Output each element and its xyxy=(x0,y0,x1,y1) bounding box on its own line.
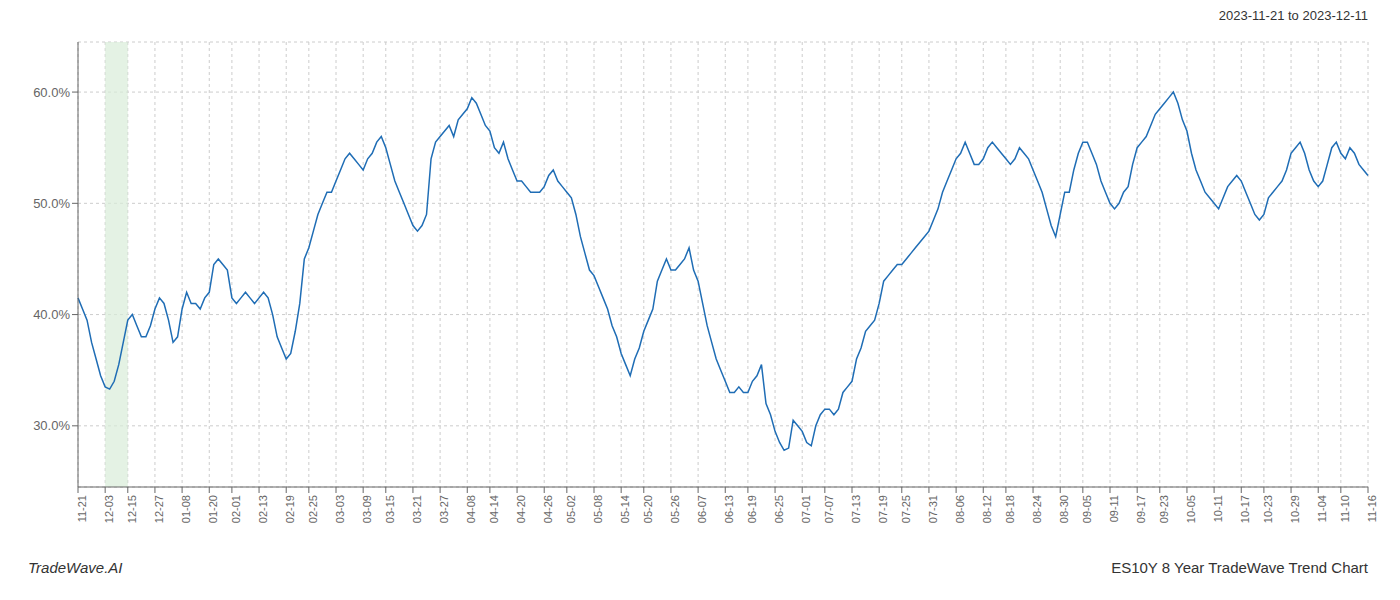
svg-text:02-19: 02-19 xyxy=(284,495,296,523)
svg-text:02-13: 02-13 xyxy=(257,495,269,523)
svg-text:07-25: 07-25 xyxy=(900,495,912,523)
svg-text:07-13: 07-13 xyxy=(850,495,862,523)
svg-text:10-17: 10-17 xyxy=(1239,495,1251,523)
html-text:2023-11-21 to 2023-12-11: 2023-11-21 to 2023-12-11 xyxy=(1218,8,1368,23)
svg-text:04-20: 04-20 xyxy=(515,495,527,523)
svg-text:03-21: 03-21 xyxy=(411,495,423,523)
svg-text:06-07: 06-07 xyxy=(696,495,708,523)
svg-text:10-29: 10-29 xyxy=(1289,495,1301,523)
svg-text:01-08: 01-08 xyxy=(180,495,192,523)
svg-text:11-04: 11-04 xyxy=(1316,495,1328,522)
svg-text:04-08: 04-08 xyxy=(465,495,477,523)
svg-text:05-08: 05-08 xyxy=(592,495,604,523)
svg-text:08-06: 08-06 xyxy=(954,495,966,523)
svg-text:03-27: 03-27 xyxy=(438,495,450,523)
svg-text:09-11: 09-11 xyxy=(1108,495,1120,522)
svg-text:09-17: 09-17 xyxy=(1135,495,1147,523)
svg-text:06-25: 06-25 xyxy=(773,495,785,523)
svg-text:10-23: 10-23 xyxy=(1262,495,1274,523)
svg-text:02-01: 02-01 xyxy=(230,495,242,523)
svg-text:10-05: 10-05 xyxy=(1185,495,1197,523)
svg-text:09-05: 09-05 xyxy=(1081,495,1093,523)
svg-text:05-14: 05-14 xyxy=(619,495,631,523)
svg-text:02-25: 02-25 xyxy=(307,495,319,523)
svg-text:12-03: 12-03 xyxy=(103,495,115,523)
svg-text:03-03: 03-03 xyxy=(334,495,346,523)
svg-text:04-14: 04-14 xyxy=(488,495,500,523)
svg-text:12-27: 12-27 xyxy=(153,495,165,523)
svg-text:05-20: 05-20 xyxy=(642,495,654,523)
svg-text:60.0%: 60.0% xyxy=(33,85,70,100)
svg-text:07-19: 07-19 xyxy=(877,495,889,523)
svg-text:08-12: 08-12 xyxy=(981,495,993,523)
svg-text:40.0%: 40.0% xyxy=(33,307,70,322)
svg-text:10-11: 10-11 xyxy=(1212,495,1224,522)
svg-text:11-16: 11-16 xyxy=(1366,495,1378,522)
html-text:ES10Y 8 Year TradeWave Trend C: ES10Y 8 Year TradeWave Trend Chart xyxy=(1111,558,1368,576)
svg-text:07-01: 07-01 xyxy=(800,495,812,523)
svg-text:08-18: 08-18 xyxy=(1004,495,1016,523)
svg-text:06-19: 06-19 xyxy=(746,495,758,523)
svg-text:30.0%: 30.0% xyxy=(33,418,70,433)
svg-text:09-23: 09-23 xyxy=(1158,495,1170,523)
svg-text:03-09: 03-09 xyxy=(361,495,373,523)
svg-text:05-26: 05-26 xyxy=(669,495,681,523)
svg-text:04-26: 04-26 xyxy=(542,495,554,523)
svg-text:01-20: 01-20 xyxy=(207,495,219,523)
svg-text:08-30: 08-30 xyxy=(1058,495,1070,523)
svg-text:07-07: 07-07 xyxy=(823,495,835,523)
svg-text:03-15: 03-15 xyxy=(384,495,396,523)
svg-text:05-02: 05-02 xyxy=(565,495,577,523)
html-text:TradeWave.AI: TradeWave.AI xyxy=(28,558,123,576)
svg-text:12-15: 12-15 xyxy=(126,495,138,523)
svg-text:07-31: 07-31 xyxy=(927,495,939,523)
svg-text:08-24: 08-24 xyxy=(1031,495,1043,523)
svg-text:06-13: 06-13 xyxy=(723,495,735,523)
svg-text:11-21: 11-21 xyxy=(76,495,88,522)
svg-text:11-10: 11-10 xyxy=(1339,495,1351,522)
svg-text:50.0%: 50.0% xyxy=(33,196,70,211)
